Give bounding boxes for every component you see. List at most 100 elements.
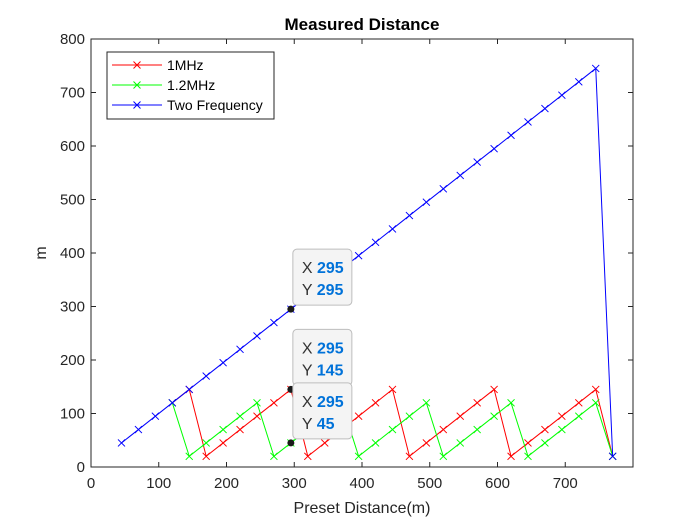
x-tick-label: 0 bbox=[87, 475, 95, 492]
datatip-x-label: X bbox=[302, 260, 317, 277]
data-point bbox=[388, 385, 397, 394]
x-tick-label: 100 bbox=[146, 475, 171, 492]
datatip-x-row: X 295 bbox=[302, 260, 344, 277]
data-point bbox=[320, 439, 329, 447]
data-point bbox=[591, 398, 600, 407]
data-point bbox=[524, 452, 532, 461]
data-point bbox=[236, 345, 244, 354]
legend-marker bbox=[133, 81, 141, 89]
data-point bbox=[591, 385, 600, 394]
y-axis-label: m bbox=[33, 246, 50, 259]
datatip-y-value: 45 bbox=[317, 416, 335, 433]
data-point bbox=[270, 398, 278, 407]
y-tick-label: 500 bbox=[60, 192, 85, 209]
data-point bbox=[439, 452, 448, 461]
data-point bbox=[456, 439, 465, 447]
datatip-box bbox=[292, 382, 353, 440]
data-point bbox=[524, 118, 532, 126]
data-point bbox=[507, 131, 515, 140]
plot-frame bbox=[90, 38, 634, 468]
data-point bbox=[456, 171, 465, 180]
data-point bbox=[354, 452, 363, 461]
datatip-x-row: X 295 bbox=[302, 394, 344, 411]
legend: 1MHz 1.2MHz Two Frequency bbox=[106, 51, 275, 120]
datatip-y-value: 295 bbox=[317, 282, 344, 299]
data-point bbox=[202, 452, 211, 461]
datatip-y-row: Y 145 bbox=[302, 362, 344, 379]
data-point bbox=[507, 452, 515, 461]
data-point bbox=[185, 385, 194, 394]
data-point bbox=[117, 439, 126, 447]
data-point bbox=[270, 452, 278, 461]
data-point bbox=[270, 318, 278, 327]
datatip-marker bbox=[287, 439, 295, 447]
data-point bbox=[354, 412, 363, 421]
data-point bbox=[236, 412, 244, 421]
data-point bbox=[574, 77, 583, 86]
data-point bbox=[405, 412, 414, 421]
datatip-x-value: 295 bbox=[317, 260, 344, 277]
y-tick-label: 600 bbox=[60, 138, 85, 155]
x-tick-label: 700 bbox=[553, 475, 578, 492]
data-point bbox=[422, 198, 431, 207]
data-point bbox=[134, 425, 143, 434]
datatip-y-label: Y bbox=[302, 362, 317, 379]
data-point bbox=[574, 412, 583, 421]
data-point bbox=[456, 412, 465, 421]
data-point bbox=[219, 439, 227, 447]
data-point bbox=[303, 452, 312, 461]
x-tick-label: 600 bbox=[485, 475, 510, 492]
data-point bbox=[608, 452, 617, 461]
data-point bbox=[541, 439, 549, 447]
data-point bbox=[371, 398, 380, 407]
datatip-y-label: Y bbox=[302, 282, 317, 299]
data-point bbox=[405, 211, 414, 220]
data-point bbox=[422, 439, 431, 447]
data-point bbox=[490, 144, 498, 153]
data-point bbox=[253, 412, 261, 421]
legend-label: Two Frequency bbox=[167, 97, 263, 113]
data-point bbox=[473, 398, 482, 407]
y-tick-label: 200 bbox=[60, 352, 85, 369]
data-point bbox=[558, 412, 566, 421]
datatip-y-value: 145 bbox=[317, 362, 344, 379]
legend-marker bbox=[133, 101, 141, 109]
data-point bbox=[422, 398, 431, 407]
legend-marker bbox=[133, 61, 141, 69]
y-tick-label: 700 bbox=[60, 85, 85, 102]
data-point bbox=[388, 225, 397, 233]
data-point bbox=[439, 184, 448, 193]
data-point bbox=[202, 439, 211, 447]
data-point bbox=[439, 425, 448, 434]
legend-label: 1MHz bbox=[167, 57, 204, 73]
data-point bbox=[219, 358, 227, 367]
datatip-y-row: Y 45 bbox=[302, 416, 335, 433]
x-tick-label: 300 bbox=[282, 475, 307, 492]
datatip: X 295 Y 45 bbox=[287, 382, 353, 447]
y-tick-label: 100 bbox=[60, 406, 85, 423]
data-point bbox=[253, 332, 261, 340]
data-point bbox=[388, 425, 397, 434]
x-axis-label: Preset Distance(m) bbox=[294, 500, 431, 517]
data-point bbox=[558, 91, 566, 100]
data-point bbox=[202, 372, 211, 380]
data-point bbox=[473, 158, 482, 166]
y-tick-label: 400 bbox=[60, 245, 85, 262]
datatip-x-value: 295 bbox=[317, 340, 344, 357]
x-tick-label: 400 bbox=[349, 475, 374, 492]
datatip-x-label: X bbox=[302, 394, 317, 411]
data-point bbox=[219, 425, 227, 434]
datatip-box bbox=[292, 248, 353, 306]
data-point bbox=[524, 439, 532, 447]
x-tick-label: 500 bbox=[417, 475, 442, 492]
data-point bbox=[151, 412, 160, 421]
data-point bbox=[236, 425, 244, 434]
data-point bbox=[507, 398, 515, 407]
datatip-marker bbox=[287, 305, 295, 313]
y-tick-label: 0 bbox=[77, 459, 85, 476]
datatip-y-label: Y bbox=[302, 416, 317, 433]
data-point bbox=[473, 425, 482, 434]
data-point bbox=[371, 439, 380, 447]
